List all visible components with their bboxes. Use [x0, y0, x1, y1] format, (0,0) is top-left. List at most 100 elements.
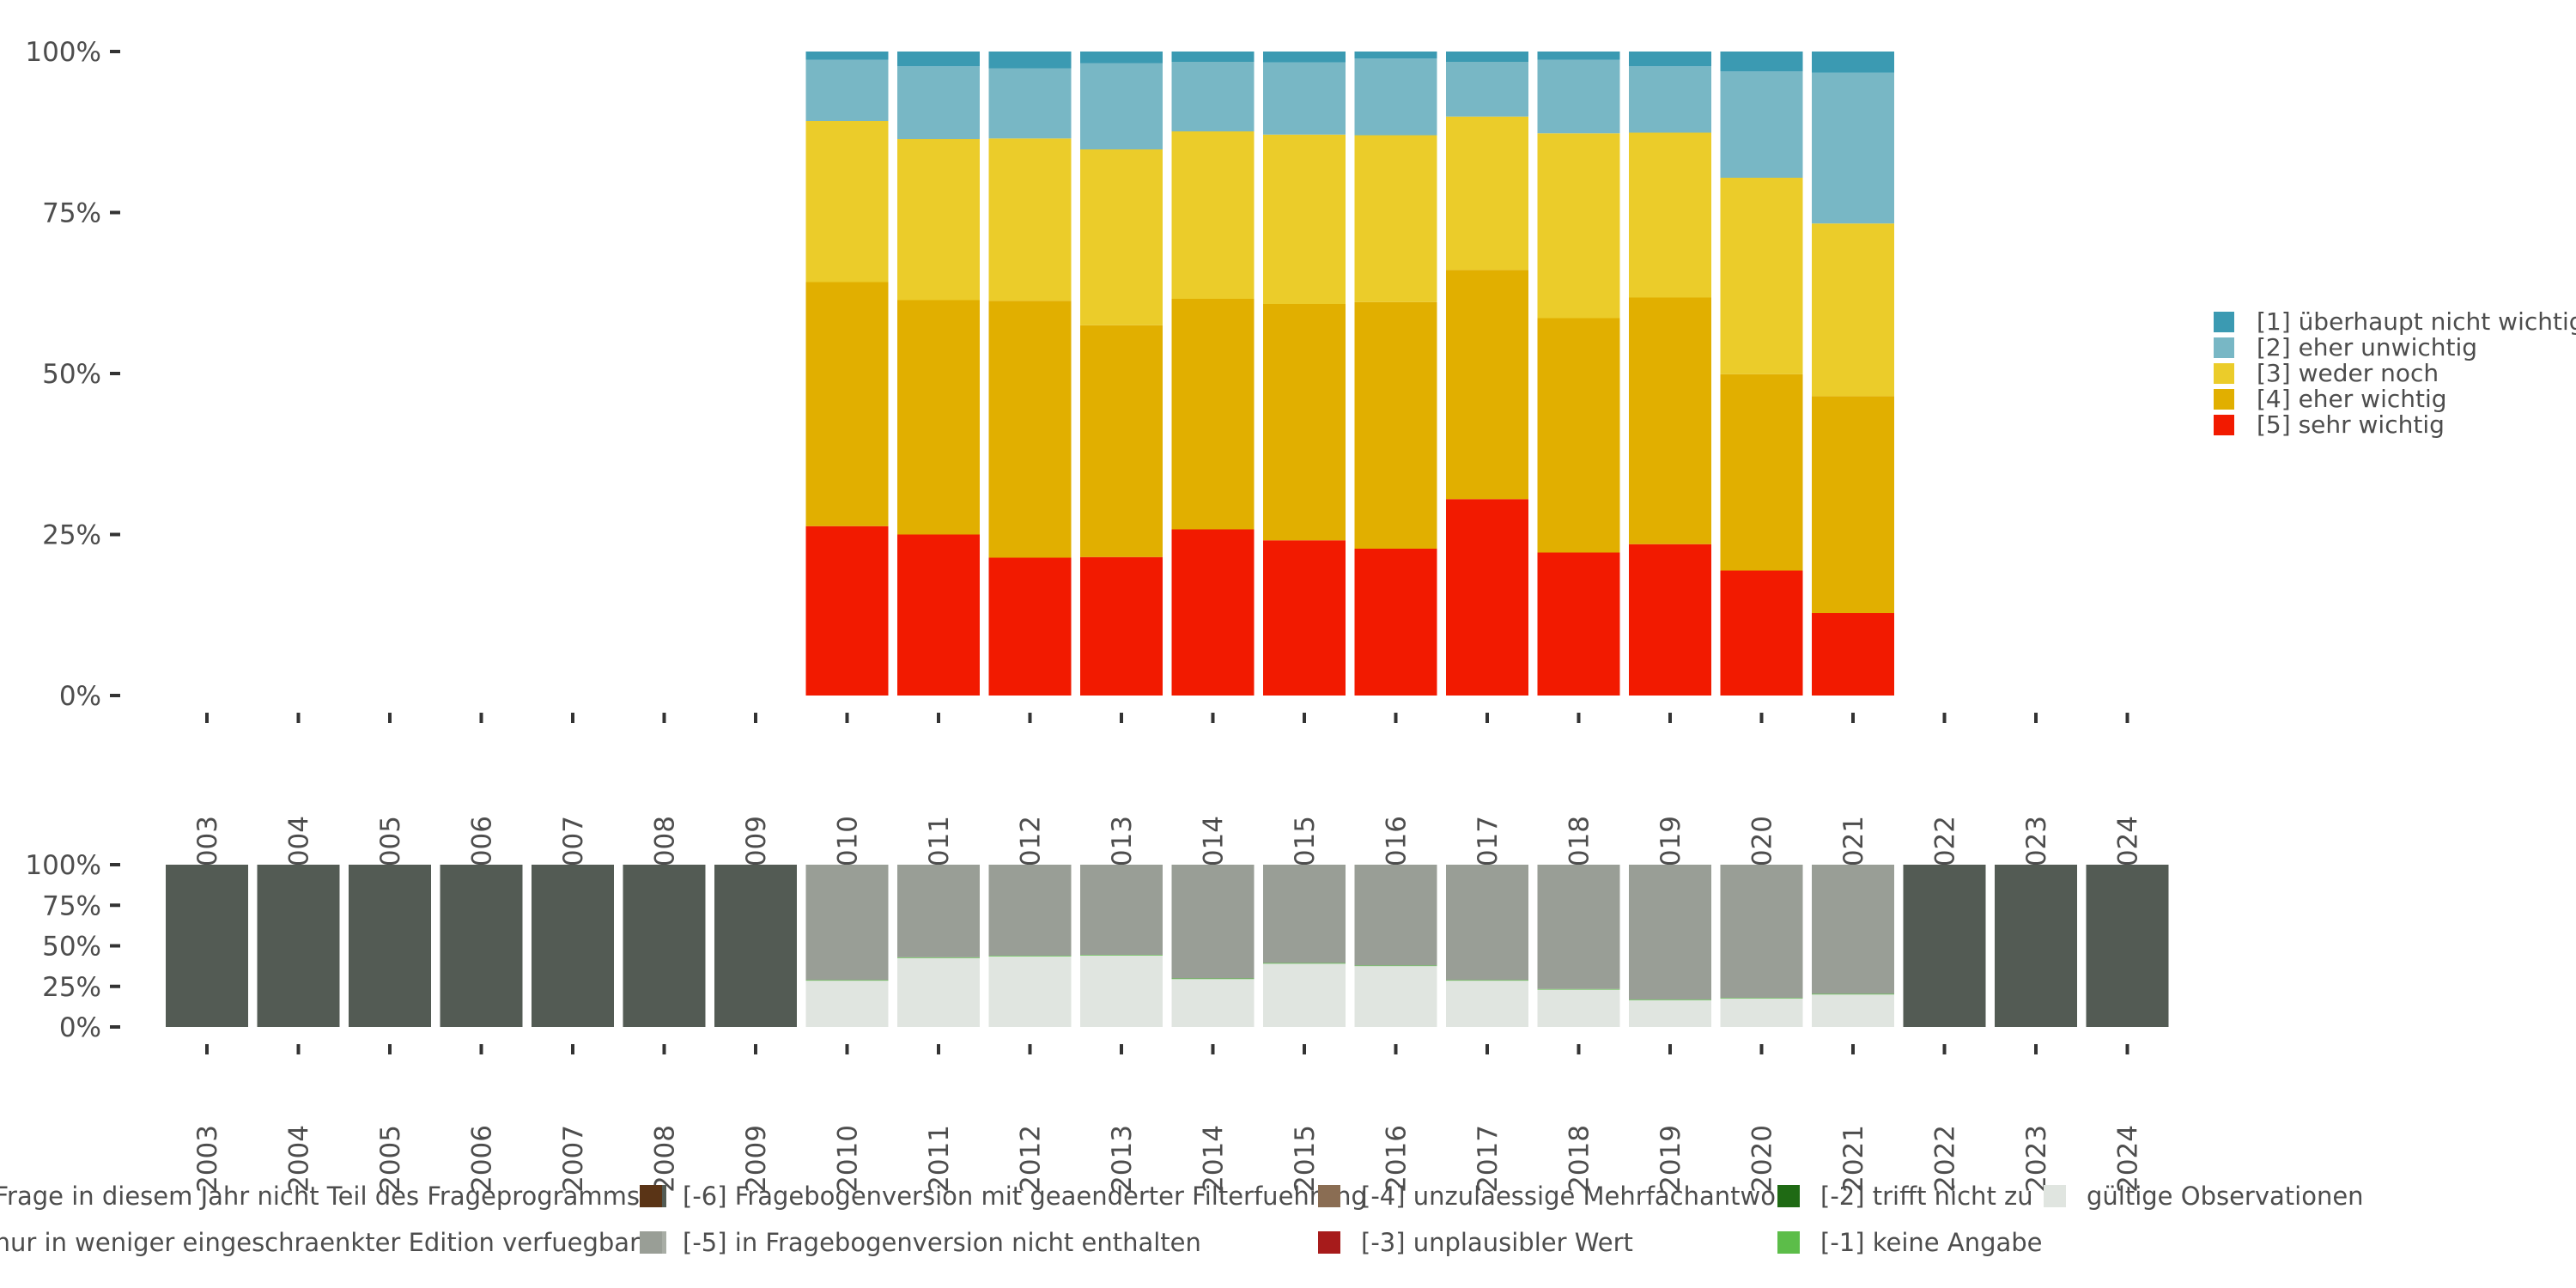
bar-segment	[1080, 955, 1163, 956]
x-tick-label: 2011	[924, 1125, 955, 1193]
x-tick-label: 2007	[558, 1125, 589, 1193]
bar-segment	[1629, 865, 1711, 1000]
bar-segment	[1537, 552, 1620, 696]
bar-segment	[1629, 999, 1711, 1027]
bar-segment	[1446, 270, 1528, 500]
y-tick-label: 0%	[59, 681, 101, 712]
x-tick-label: 2009	[741, 1125, 772, 1193]
x-tick-label: 2018	[1564, 1125, 1595, 1193]
legend-swatch	[2214, 389, 2234, 410]
legend-label: [-3] unplausibler Wert	[1361, 1228, 1633, 1257]
bar-segment	[1629, 999, 1711, 1000]
legend-label: [-6] Fragebogenversion mit geaenderter F…	[683, 1182, 1367, 1211]
legend-label: [5] sehr wichtig	[2257, 410, 2445, 439]
bar-segment	[1263, 540, 1346, 696]
bar-segment	[1171, 979, 1255, 1027]
bar-segment	[897, 957, 980, 958]
bar-segment	[1537, 59, 1620, 134]
bar-segment	[1720, 52, 1803, 72]
bar-segment	[1354, 135, 1437, 302]
bar-segment	[1446, 116, 1528, 270]
bar-segment	[897, 957, 980, 1027]
y-tick-label: 75%	[42, 890, 101, 921]
legend-swatch	[1318, 1231, 1340, 1254]
bar-segment	[349, 865, 431, 1027]
legend-swatch	[1777, 1185, 1800, 1207]
bar-segment	[1263, 62, 1346, 135]
legend-label: [-7] nur in weniger eingeschraenkter Edi…	[0, 1228, 640, 1257]
bar-segment	[897, 52, 980, 67]
legend-swatch	[640, 1185, 662, 1207]
bar-segment	[1263, 52, 1346, 63]
bar-segment	[1171, 62, 1255, 131]
bar-segment	[897, 534, 980, 696]
bar-segment	[1171, 299, 1255, 530]
bar-segment	[1720, 998, 1803, 999]
bar-segment	[805, 121, 889, 283]
bar-segment	[1629, 52, 1711, 67]
x-tick-label: 2017	[1473, 1125, 1504, 1193]
bar-segment	[1446, 499, 1528, 696]
bar-segment	[805, 526, 889, 696]
bar-segment	[1080, 149, 1163, 325]
bar-segment	[1446, 52, 1528, 62]
bar-segment	[988, 52, 1072, 69]
x-tick-label: 2015	[1290, 1125, 1321, 1193]
legend-label: [4] eher wichtig	[2257, 385, 2447, 413]
bar-segment	[1446, 981, 1528, 1027]
legend-label: gültige Observationen	[2087, 1182, 2364, 1211]
y-tick-label: 0%	[59, 1012, 101, 1043]
bar-segment	[1080, 865, 1163, 956]
bar-segment	[623, 865, 706, 1027]
x-tick-label: 2014	[1199, 1125, 1230, 1193]
bottom-chart: 0% 25% 50% 75% 100% 2003 2004 2005 2006 2007 2008 2…	[25, 850, 2169, 1193]
bar-segment	[988, 956, 1072, 957]
bar-segment	[1812, 993, 1894, 995]
bar-segment	[1080, 556, 1163, 696]
x-tick-label: 2022	[1930, 1125, 1961, 1193]
bar-segment	[1354, 52, 1437, 59]
bar-segment	[1629, 132, 1711, 298]
legend-label: [1] überhaupt nicht wichtig	[2257, 307, 2576, 336]
x-tick-label: 2021	[1838, 1125, 1869, 1193]
bar-segment	[1080, 325, 1163, 557]
bar-segment	[1812, 223, 1894, 397]
x-tick-label: 2020	[1747, 1125, 1778, 1193]
bar-segment	[897, 139, 980, 301]
bar-segment	[1812, 396, 1894, 613]
bar-segment	[988, 138, 1072, 301]
x-tick-label: 2004	[284, 1125, 315, 1193]
x-tick-label: 2003	[192, 1125, 223, 1193]
y-tick-label: 75%	[42, 198, 101, 229]
bar-segment	[1171, 865, 1255, 979]
y-tick-label: 100%	[25, 37, 101, 68]
bar-segment	[988, 865, 1072, 957]
bar-segment	[1629, 66, 1711, 133]
bar-segment	[1812, 72, 1894, 224]
bar-segment	[988, 301, 1072, 558]
bar-segment	[2086, 865, 2169, 1027]
bar-segment	[1263, 865, 1346, 963]
bar-segment	[1537, 989, 1620, 1027]
bar-segment	[1354, 965, 1437, 967]
legend-swatch	[2214, 363, 2234, 384]
bar-segment	[1812, 994, 1894, 1027]
bar-segment	[897, 865, 980, 957]
bar-segment	[1171, 52, 1255, 62]
bar-segment	[166, 865, 248, 1027]
bar-segment	[1629, 297, 1711, 544]
bar-segment	[1537, 318, 1620, 553]
x-tick-label: 2023	[2021, 1125, 2052, 1193]
bar-segment	[988, 956, 1072, 1027]
top-chart: 0%25%50%75%100%2003 2004 2005 2006 2007 2008 2…	[25, 37, 2143, 884]
bar-segment	[897, 300, 980, 535]
bar-segment	[1354, 58, 1437, 136]
y-tick-label: 25%	[42, 972, 101, 1003]
bar-segment	[988, 557, 1072, 696]
bar-segment	[805, 59, 889, 121]
legend-swatch	[1777, 1231, 1800, 1254]
bar-segment	[805, 865, 889, 981]
bar-segment	[1354, 865, 1437, 966]
bar-segment	[1171, 529, 1255, 696]
